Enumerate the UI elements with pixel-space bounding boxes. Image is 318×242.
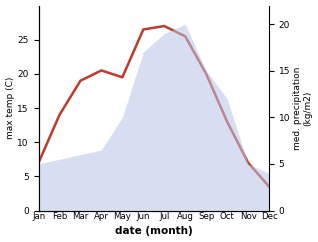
Y-axis label: med. precipitation
(kg/m2): med. precipitation (kg/m2) bbox=[293, 66, 313, 150]
X-axis label: date (month): date (month) bbox=[115, 227, 193, 236]
Y-axis label: max temp (C): max temp (C) bbox=[5, 77, 15, 139]
